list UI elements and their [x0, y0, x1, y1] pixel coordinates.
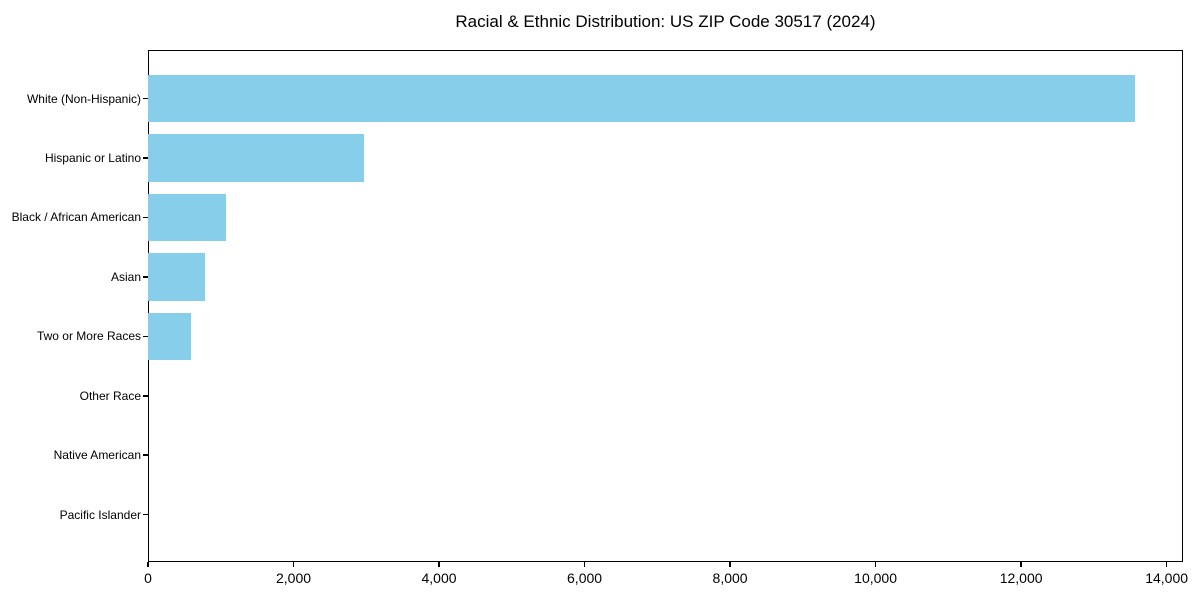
y-axis-label-other-race: Other Race — [79, 388, 141, 403]
chart-title: Racial & Ethnic Distribution: US ZIP Cod… — [455, 12, 876, 31]
y-axis-label-white-non-hispanic: White (Non-Hispanic) — [26, 91, 141, 106]
plot-area — [148, 50, 1183, 562]
x-tick — [583, 562, 586, 567]
y-tick — [143, 513, 148, 516]
y-tick — [143, 97, 148, 100]
x-tick-label: 12,000 — [999, 570, 1043, 586]
y-axis-label-hispanic-or-latino: Hispanic or Latino — [44, 150, 141, 165]
bar-asian — [148, 253, 206, 301]
x-tick-label: 4,000 — [421, 570, 457, 586]
y-tick — [143, 216, 148, 219]
x-tick-label: 8,000 — [712, 570, 748, 586]
x-tick-label: 14,000 — [1145, 570, 1189, 586]
plot-frame — [148, 50, 1183, 562]
x-tick — [438, 562, 440, 567]
y-axis-label-native-american: Native American — [53, 448, 141, 463]
bar-two-or-more-races — [148, 312, 191, 361]
y-axis-label-pacific-islander: Pacific Islander — [59, 507, 141, 522]
y-tick — [143, 276, 148, 278]
x-tick — [292, 562, 295, 567]
x-tick-label: 0 — [144, 570, 152, 586]
x-tick — [1020, 562, 1022, 567]
y-tick — [143, 395, 148, 397]
x-tick-label: 6,000 — [567, 570, 603, 586]
x-tick — [874, 562, 877, 567]
y-tick — [143, 335, 148, 338]
y-axis-label-black-african-american: Black / African American — [11, 210, 141, 225]
x-tick — [147, 562, 149, 567]
x-tick-label: 2,000 — [275, 570, 312, 586]
x-tick-label: 10,000 — [854, 570, 897, 586]
y-tick — [143, 157, 148, 159]
y-tick — [143, 454, 148, 456]
x-tick — [729, 562, 731, 567]
x-tick — [1165, 562, 1168, 567]
y-axis-label-two-or-more-races: Two or More Races — [36, 329, 141, 344]
y-axis-label-asian: Asian — [110, 269, 141, 284]
bar-black-african-american — [148, 193, 226, 242]
bar-hispanic-or-latino — [148, 134, 364, 182]
bar-white-non-hispanic — [148, 74, 1136, 123]
